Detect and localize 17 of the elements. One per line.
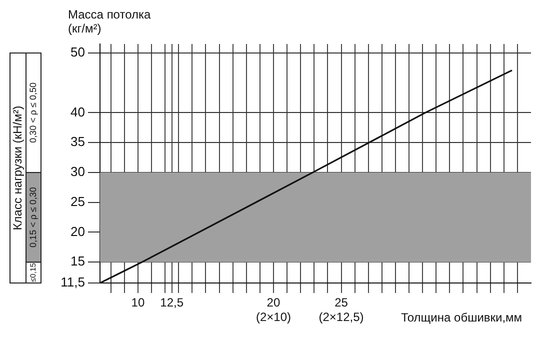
y-tick-label: 50 [70,44,85,60]
y-tick-label: 15 [70,254,85,269]
y-tick-label: 11,5 [60,274,85,290]
legend-title: Класс нагрузки (кН/м²) [10,106,24,230]
x-tick-label: 25 (2×12,5) [318,296,364,324]
y-tick-label: 30 [70,164,85,180]
y-tick-label: 40 [70,104,85,120]
text: 0,30 < ρ ≤ 0,50 [28,82,38,143]
x-tick-label: 12,5 [160,296,184,310]
x-tick-label: 10 [131,296,145,310]
y-axis-title: Масса потолка (кг/м²) [68,7,152,36]
text: 0,15 < ρ ≤ 0,30 [28,187,38,248]
y-tick-label: 25 [70,194,85,209]
y-tick-label: 35 [70,134,85,150]
y-tick-label: 20 [70,224,85,239]
x-tick-label: 20 (2×10) [256,296,291,324]
x-axis-title: Толщина обшивки,мм [401,310,522,324]
